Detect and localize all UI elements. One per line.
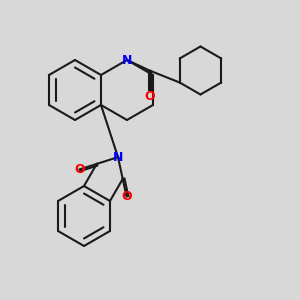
Text: O: O [121, 190, 132, 203]
Text: N: N [122, 53, 132, 67]
Text: N: N [113, 151, 123, 164]
Text: O: O [144, 89, 155, 103]
Text: O: O [74, 163, 85, 176]
